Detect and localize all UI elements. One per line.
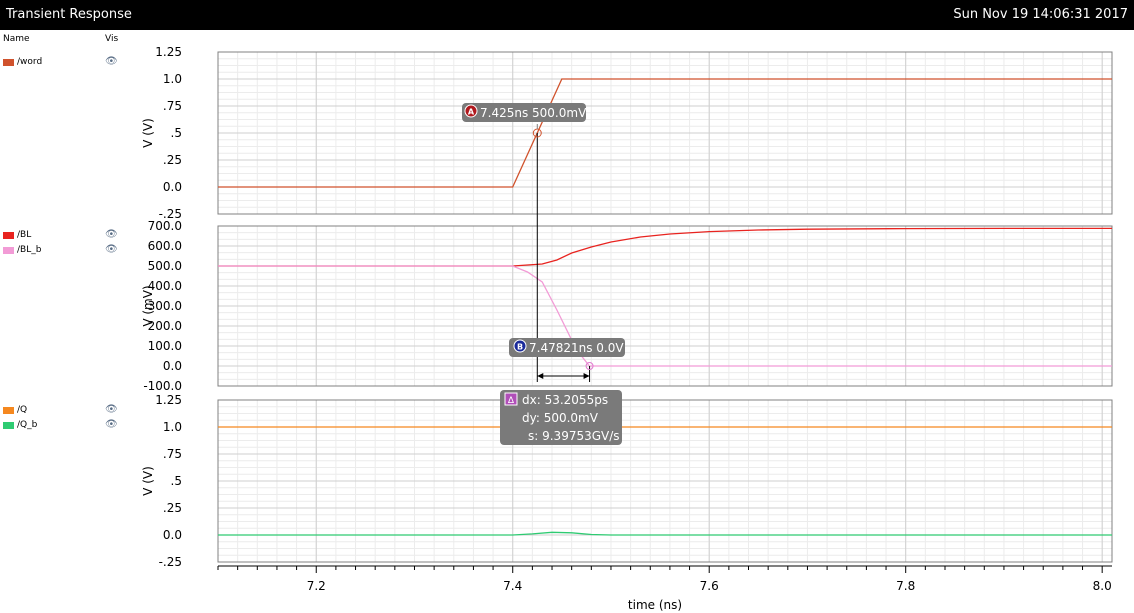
y-axis-label: V (mV) <box>141 285 155 326</box>
delta-arrow-head <box>584 373 590 379</box>
x-tick-label: 7.2 <box>307 579 326 593</box>
marker-b-id: B <box>517 343 523 352</box>
series-line <box>218 532 1112 535</box>
y-tick-label: 100.0 <box>148 339 182 353</box>
y-tick-label: 1.0 <box>163 72 182 86</box>
delta-dx: dx: 53.2055ps <box>522 393 608 407</box>
marker-a-label: 7.425ns 500.0mV <box>480 106 587 120</box>
y-tick-label: 0.0 <box>163 359 182 373</box>
y-tick-label: .5 <box>171 126 182 140</box>
y-tick-label: 1.25 <box>155 393 182 407</box>
delta-id: Δ <box>508 396 515 406</box>
y-tick-label: 0.0 <box>163 180 182 194</box>
y-tick-label: 1.0 <box>163 420 182 434</box>
y-tick-label: 700.0 <box>148 219 182 233</box>
x-tick-label: 8.0 <box>1093 579 1112 593</box>
y-tick-label: -.25 <box>159 555 182 569</box>
y-tick-label: .75 <box>163 447 182 461</box>
marker-b-label: 7.47821ns 0.0V <box>529 341 624 355</box>
y-tick-label: .75 <box>163 99 182 113</box>
y-tick-label: 500.0 <box>148 259 182 273</box>
delta-arrow-head <box>537 373 543 379</box>
series-line <box>218 266 1112 366</box>
marker-a-id: A <box>468 108 475 117</box>
y-tick-label: 600.0 <box>148 239 182 253</box>
y-tick-label: 0.0 <box>163 528 182 542</box>
y-tick-label: -100.0 <box>143 379 182 393</box>
y-tick-label: .5 <box>171 474 182 488</box>
y-axis-label: V (V) <box>141 466 155 496</box>
y-axis-label: V (V) <box>141 118 155 148</box>
x-tick-label: 7.8 <box>896 579 915 593</box>
x-axis-title: time (ns) <box>628 598 682 612</box>
series-line <box>218 228 1112 266</box>
y-tick-label: .25 <box>163 501 182 515</box>
x-tick-label: 7.6 <box>700 579 719 593</box>
y-tick-label: 1.25 <box>155 45 182 59</box>
x-tick-label: 7.4 <box>503 579 522 593</box>
y-tick-label: .25 <box>163 153 182 167</box>
delta-slope: s: 9.39753GV/s <box>528 429 620 443</box>
delta-dy: dy: 500.0mV <box>522 411 599 425</box>
